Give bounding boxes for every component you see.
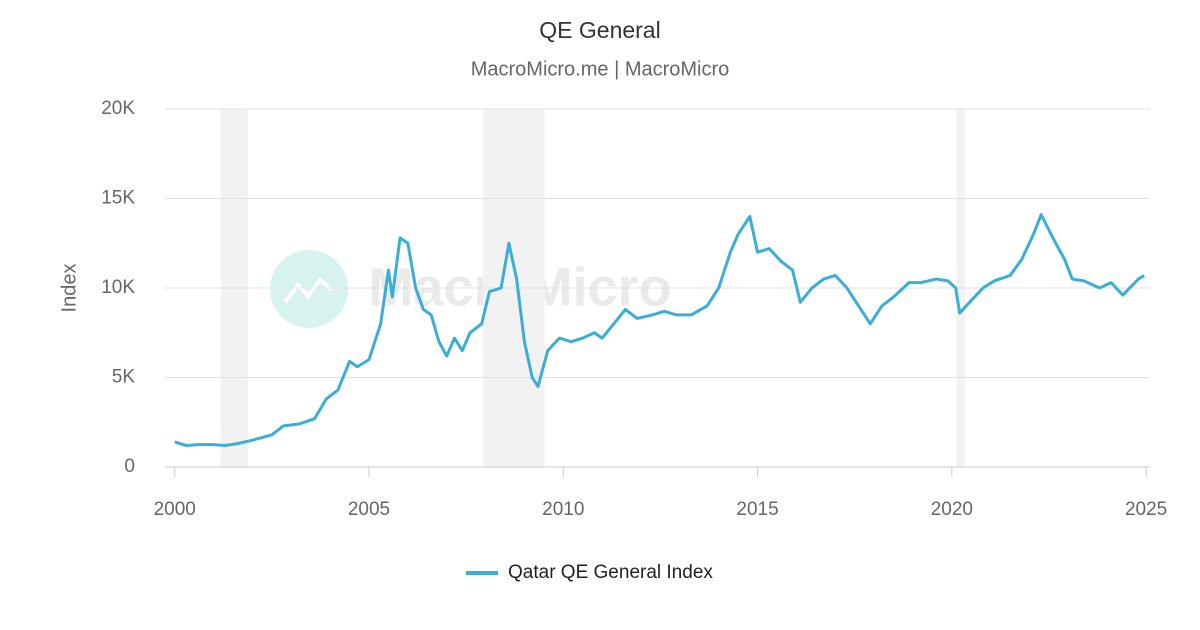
y-tick-label: 10K xyxy=(101,277,135,298)
x-tick-label: 2005 xyxy=(348,499,390,520)
y-axis-label: Index xyxy=(58,264,80,313)
x-tick-label: 2025 xyxy=(1125,499,1167,520)
chart-title: QE General xyxy=(539,17,660,43)
data-line xyxy=(174,213,1145,448)
y-tick-label: 5K xyxy=(112,367,136,388)
y-tick-label: 20K xyxy=(101,98,135,119)
x-tick-label: 2020 xyxy=(931,499,973,520)
x-tick-label: 2010 xyxy=(542,499,584,520)
y-tick-label: 0 xyxy=(124,456,135,477)
chart-subtitle: MacroMicro.me | MacroMicro xyxy=(471,58,730,80)
y-tick-label: 15K xyxy=(101,188,135,209)
x-tick-label: 2000 xyxy=(154,499,196,520)
x-tick-label: 2015 xyxy=(736,499,778,520)
legend-label: Qatar QE General Index xyxy=(508,562,713,583)
watermark-logo xyxy=(270,250,348,328)
